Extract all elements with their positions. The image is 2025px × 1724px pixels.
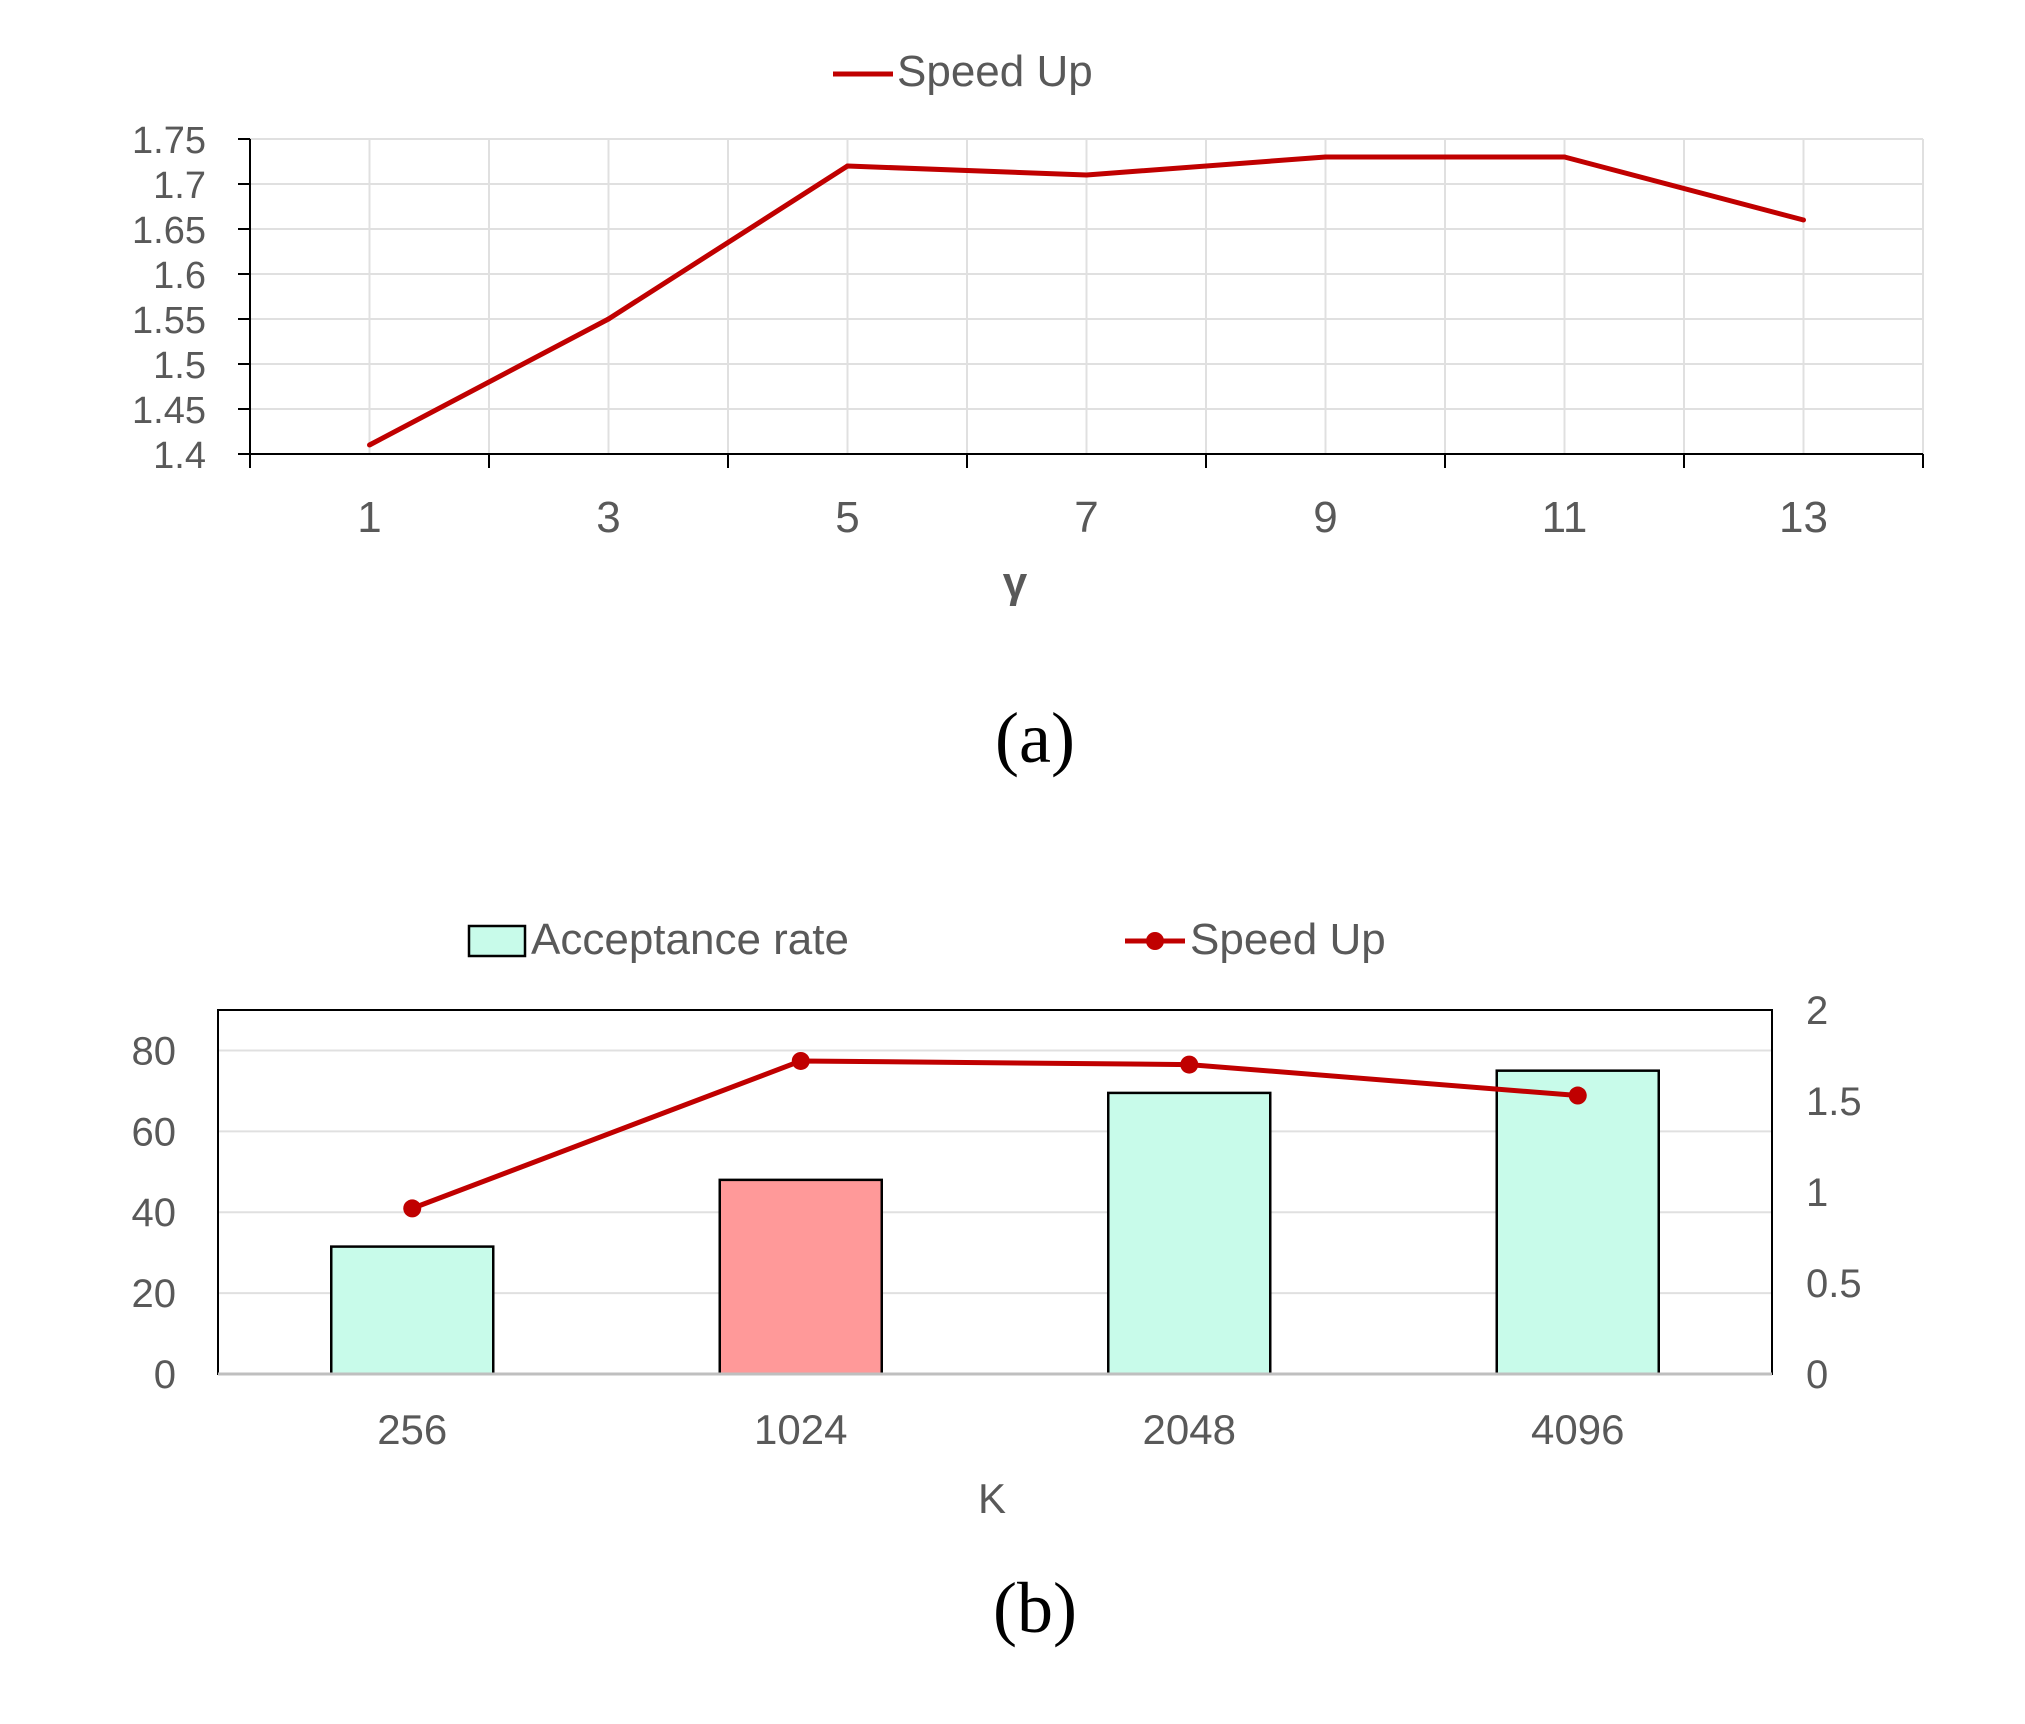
y-ticks-right-b: 0 0.5 1 1.5 2 <box>1806 989 1862 1397</box>
axes-b <box>217 1009 1773 1376</box>
y-tick-label-left-b: 80 <box>132 1029 177 1073</box>
data-point-a <box>1323 154 1328 160</box>
caption-a: (a) <box>995 698 1075 778</box>
y-tick-label-a: 1.65 <box>132 210 206 252</box>
x-tick-label-a: 3 <box>596 493 620 542</box>
data-point-a <box>367 442 372 448</box>
data-point-a <box>1801 217 1806 223</box>
x-tick-label-a: 13 <box>1779 493 1828 542</box>
x-tick-label-a: 9 <box>1313 493 1337 542</box>
legend-label-acceptance-rate: Acceptance rate <box>531 915 849 964</box>
y-tick-label-left-b: 20 <box>132 1272 177 1316</box>
y-tick-label-right-b: 1.5 <box>1806 1080 1862 1124</box>
x-tick-label-b: 256 <box>377 1406 447 1453</box>
y-tick-label-left-b: 60 <box>132 1110 177 1154</box>
y-tick-label-a: 1.75 <box>132 120 206 162</box>
y-tick-label-a: 1.55 <box>132 300 206 342</box>
bar-acceptance-rate <box>1495 1069 1660 1376</box>
data-point-a <box>845 163 850 169</box>
combo-chart-b: 0 20 40 60 80 0 0.5 1 1.5 2 256 1024 2048 4096 Acce… <box>132 915 1862 1648</box>
x-tick-label-a: 5 <box>835 493 859 542</box>
x-tick-label-a: 7 <box>1074 493 1098 542</box>
line-chart-a: 1.41.451.51.551.61.651.71.75 1 3 5 7 9 11 13 S… <box>132 47 1924 778</box>
legend-swatch-acceptance-rate <box>467 924 527 958</box>
x-tick-label-b: 2048 <box>1143 1406 1236 1453</box>
y-tick-label-a: 1.45 <box>132 390 206 432</box>
legend-marker-speed-up-b <box>1146 932 1164 950</box>
data-point-a <box>1084 172 1089 178</box>
axes-a <box>238 138 1924 468</box>
x-ticks-b: 256 1024 2048 4096 <box>377 1406 1624 1453</box>
x-tick-label-a: 11 <box>1542 493 1588 542</box>
speed-up-marker-b <box>1180 1055 1199 1074</box>
y-tick-label-right-b: 0 <box>1806 1353 1828 1397</box>
y-tick-label-right-b: 0.5 <box>1806 1262 1862 1306</box>
legend-b: Acceptance rate Speed Up <box>467 915 1386 964</box>
speed-up-marker-b <box>1568 1086 1587 1105</box>
x-axis-label-a: γ <box>1003 558 1028 607</box>
bar-acceptance-rate <box>330 1245 495 1376</box>
y-tick-label-left-b: 40 <box>132 1191 177 1235</box>
grid-a <box>250 138 1924 454</box>
bars-b <box>330 1069 1660 1376</box>
y-tick-label-right-b: 2 <box>1806 989 1828 1033</box>
speed-up-series-b <box>403 1051 1587 1218</box>
bar-acceptance-rate <box>718 1178 883 1376</box>
speed-up-marker-b <box>403 1199 422 1218</box>
x-ticks-a: 1 3 5 7 9 11 13 <box>357 493 1828 542</box>
y-tick-label-left-b: 0 <box>154 1353 176 1397</box>
x-tick-label-b: 4096 <box>1531 1406 1624 1453</box>
data-point-a <box>606 316 611 322</box>
data-point-a <box>1562 154 1567 160</box>
y-tick-label-a: 1.7 <box>153 165 206 207</box>
speed-up-marker-b <box>791 1051 810 1070</box>
legend-label-speed-up: Speed Up <box>897 47 1093 96</box>
bar-acceptance-rate <box>1107 1091 1272 1376</box>
y-ticks-a: 1.41.451.51.551.61.651.71.75 <box>132 120 206 477</box>
y-ticks-left-b: 0 20 40 60 80 <box>132 1029 177 1397</box>
series-a <box>367 154 1806 448</box>
x-tick-label-b: 1024 <box>754 1406 847 1453</box>
caption-b: (b) <box>993 1568 1077 1648</box>
y-tick-label-right-b: 1 <box>1806 1171 1828 1215</box>
y-tick-label-a: 1.4 <box>153 435 206 477</box>
y-tick-label-a: 1.6 <box>153 255 206 297</box>
legend-label-speed-up-b: Speed Up <box>1190 915 1386 964</box>
speed-up-line-b <box>411 1058 1578 1211</box>
x-tick-label-a: 1 <box>357 493 381 542</box>
y-tick-label-a: 1.5 <box>153 345 206 387</box>
legend-a: Speed Up <box>833 47 1093 96</box>
x-axis-label-b: K <box>978 1475 1006 1522</box>
